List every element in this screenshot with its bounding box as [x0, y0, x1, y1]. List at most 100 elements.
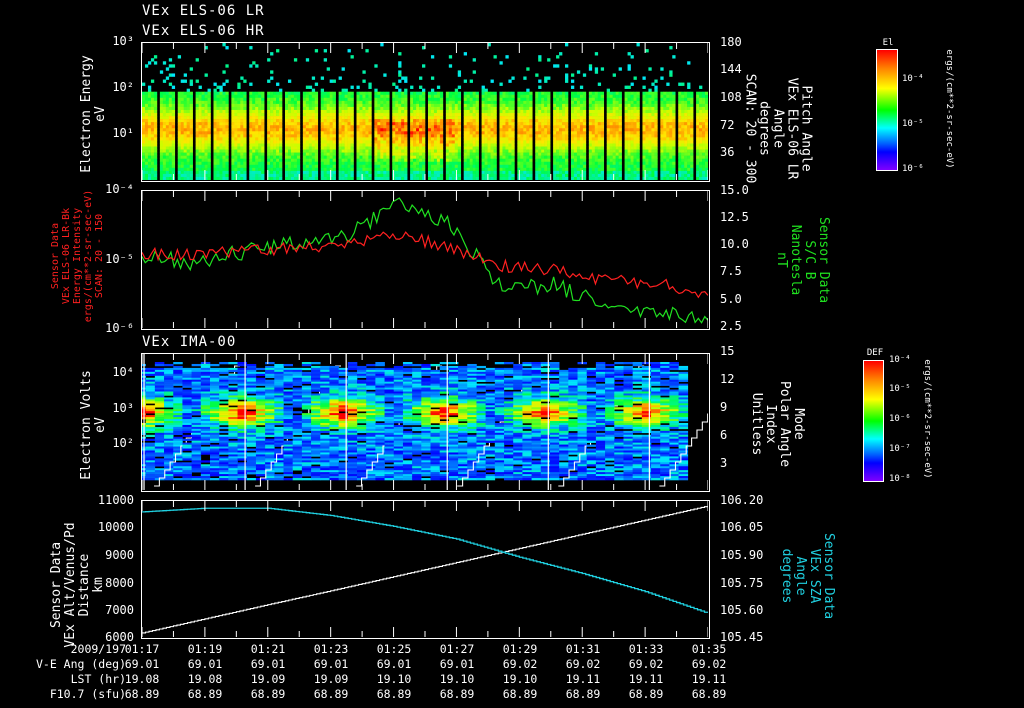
p1-colorbar-tick: 10⁻⁵: [902, 119, 924, 129]
p1-ytick-left: 10¹: [112, 126, 134, 140]
p4-ytick-right: 105.75: [720, 576, 764, 590]
p4-ytick-right: 106.20: [720, 493, 764, 507]
footer-value: 69.01: [376, 657, 412, 671]
footer-value: 69.02: [628, 657, 664, 671]
footer-value: 69.01: [313, 657, 349, 671]
p4-ytick-left: 8000: [105, 576, 134, 590]
footer-value: 69.01: [124, 657, 160, 671]
p3-ylabel-right: Mode Polar Angle Index Unitless: [749, 380, 806, 468]
p1-ytick-right: 180: [720, 35, 742, 49]
footer-ve-ang-label: V-E Ang (deg): [35, 657, 126, 671]
p1-colorbar-tick: 10⁻⁴: [902, 74, 924, 84]
p2-ytick-right: 5.0: [720, 292, 742, 306]
ima-spectrogram-panel: [141, 353, 710, 492]
footer-value: 69.02: [565, 657, 601, 671]
footer-date-label: 2009/197: [70, 642, 126, 656]
p2-ytick-left: 10⁻⁶: [105, 321, 134, 335]
intensity-bfield-panel: [141, 190, 710, 330]
p3-colorbar-title: DEF: [866, 348, 884, 358]
p1-colorbar-tick: 10⁻⁶: [902, 164, 924, 174]
ima-spectrogram: [142, 354, 708, 490]
p2-ytick-right: 10.0: [720, 237, 749, 251]
p2-ylabel-right: Sensor Data S/C B Nanotesla nT: [774, 216, 831, 304]
altitude-sza-lines: [142, 501, 708, 637]
p2-ytick-right: 2.5: [720, 319, 742, 333]
footer-value: 68.89: [124, 687, 160, 701]
footer-value: 68.89: [250, 687, 286, 701]
footer-time: 01:27: [439, 642, 475, 656]
footer-value: 68.89: [376, 687, 412, 701]
p4-ytick-right: 105.90: [720, 548, 764, 562]
footer-value: 19.08: [187, 672, 223, 686]
footer-value: 69.02: [691, 657, 727, 671]
p4-ytick-left: 10000: [97, 520, 134, 534]
p2-ytick-right: 12.5: [720, 210, 749, 224]
p1-ytick-left: 10³: [112, 34, 134, 48]
footer-value: 19.11: [628, 672, 664, 686]
p1-ytick-left: 10²: [112, 80, 134, 94]
footer-time: 01:33: [628, 642, 664, 656]
footer-value: 19.09: [250, 672, 286, 686]
footer-value: 68.89: [691, 687, 727, 701]
p2-ytick-left: 10⁻⁵: [105, 252, 134, 266]
altitude-sza-panel: [141, 500, 710, 639]
footer-time: 01:17: [124, 642, 160, 656]
p4-ytick-right: 106.05: [720, 520, 764, 534]
p3-colorbar-tick: 10⁻⁶: [889, 414, 911, 424]
footer-value: 19.09: [313, 672, 349, 686]
p3-ytick-right: 3: [720, 456, 728, 470]
p3-colorbar-tick: 10⁻⁸: [889, 474, 911, 484]
p3-ylabel-left: Electron Volts eV: [79, 370, 108, 480]
footer-value: 19.11: [565, 672, 601, 686]
footer-value: 68.89: [565, 687, 601, 701]
p3-colorbar-units: ergs/(cm**2-sr-sec-eV): [922, 359, 932, 479]
p3-colorbar-tick: 10⁻⁷: [889, 444, 911, 454]
footer-value: 19.10: [502, 672, 538, 686]
p1-ylabel-left: Electron Energy eV: [79, 55, 108, 173]
p1-colorbar-units: ergs/(cm**2-sr-sec-eV): [944, 49, 954, 169]
footer-time: 01:29: [502, 642, 538, 656]
p4-ytick-right: 105.60: [720, 603, 764, 617]
panel3-title: VEx IMA-00: [142, 334, 237, 350]
intensity-bfield-lines: [142, 191, 708, 328]
p4-ylabel-left: Sensor Data VEx Alt/Venus/Pd Distance km: [49, 522, 106, 648]
p1-colorbar-title: El: [882, 38, 894, 48]
p3-ytick-right: 9: [720, 400, 728, 414]
p2-ylabel-left: Sensor Data VEx ELS-06 LR-Bk Energy Inte…: [50, 189, 105, 323]
p4-ylabel-right: Sensor Data VEx SZA Angle degrees: [779, 532, 836, 620]
p1-ylabel-right: Pitch Angle VEx ELS-06 LR Angle degrees …: [742, 73, 814, 184]
p4-ytick-left: 6000: [105, 630, 134, 644]
p1-ytick-right: 72: [720, 118, 735, 132]
footer-time: 01:25: [376, 642, 412, 656]
footer-value: 19.10: [376, 672, 412, 686]
p3-ytick-left: 10²: [112, 436, 134, 450]
els-spectrogram-panel: [141, 42, 710, 182]
footer-time: 01:35: [691, 642, 727, 656]
p3-ytick-left: 10³: [112, 401, 134, 415]
p1-colorbar: [876, 49, 898, 171]
footer-value: 69.01: [439, 657, 475, 671]
p4-ytick-left: 9000: [105, 548, 134, 562]
footer-value: 69.01: [250, 657, 286, 671]
p3-colorbar-tick: 10⁻⁴: [889, 355, 911, 365]
p3-ytick-right: 12: [720, 372, 735, 386]
p3-ytick-right: 15: [720, 344, 735, 358]
els-spectrogram: [142, 43, 708, 180]
footer-value: 69.01: [187, 657, 223, 671]
footer-value: 19.10: [439, 672, 475, 686]
footer-time: 01:19: [187, 642, 223, 656]
panel1-title-hr: VEx ELS-06 HR: [142, 23, 265, 39]
p1-ytick-right: 108: [720, 90, 742, 104]
footer-time: 01:31: [565, 642, 601, 656]
p3-colorbar: [863, 360, 884, 482]
p1-ytick-right: 36: [720, 145, 735, 159]
footer-time: 01:21: [250, 642, 286, 656]
p2-ytick-right: 15.0: [720, 183, 749, 197]
p3-ytick-right: 6: [720, 428, 728, 442]
p4-ytick-right: 105.45: [720, 630, 764, 644]
p3-ytick-left: 10⁴: [112, 365, 134, 379]
p2-ytick-left: 10⁻⁴: [105, 182, 134, 196]
p2-ytick-right: 7.5: [720, 264, 742, 278]
p4-ytick-left: 7000: [105, 603, 134, 617]
footer-lst-label: LST (hr): [70, 672, 126, 686]
